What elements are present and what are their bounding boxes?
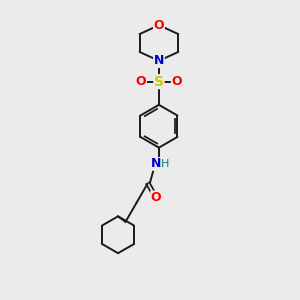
Text: S: S [154, 75, 164, 88]
Text: H: H [161, 159, 169, 169]
Text: O: O [154, 19, 164, 32]
Text: N: N [154, 54, 164, 67]
Text: O: O [151, 191, 161, 204]
Text: O: O [136, 75, 146, 88]
Text: O: O [171, 75, 182, 88]
Text: N: N [152, 158, 162, 170]
